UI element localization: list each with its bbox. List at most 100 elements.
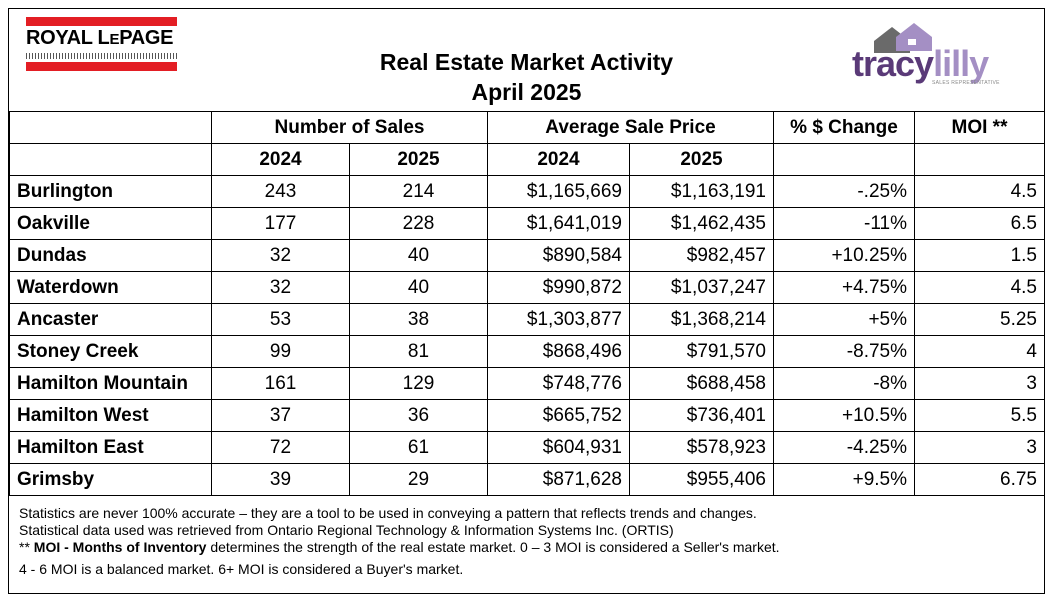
cell-price-2024: $1,641,019 [487,207,630,240]
header-price-2024: 2024 [487,143,630,176]
logo-word-tracy: tracy [852,43,934,84]
cell-sales-2024: 32 [211,271,350,304]
header-average-sale-price: Average Sale Price [487,111,774,144]
logo-subtitle: SALES REPRESENTATIVE [932,80,1000,86]
cell-sales-2024: 99 [211,335,350,368]
logo-tick-pattern [26,53,177,59]
cell-price-2025: $1,462,435 [629,207,774,240]
table-row: Hamilton East 72 61 $604,931 $578,923 -4.25% 3 [9,431,1045,464]
table-row: Stoney Creek 99 81 $868,496 $791,570 -8.75% 4 [9,335,1045,368]
report-header: ROYAL LEPAGE Real Estate Market Activity… [9,9,1044,111]
cell-price-2024: $665,752 [487,399,630,432]
cell-sales-2024: 161 [211,367,350,400]
cell-price-2025: $791,570 [629,335,774,368]
cell-percent-change: -8% [773,367,915,400]
cell-price-2025: $1,037,247 [629,271,774,304]
cell-price-2025: $736,401 [629,399,774,432]
table-row: Waterdown 32 40 $990,872 $1,037,247 +4.75% 4.5 [9,271,1045,304]
table-row: Hamilton West 37 36 $665,752 $736,401 +10.5% 5… [9,399,1045,432]
header-blank [9,143,212,176]
cell-percent-change: +5% [773,303,915,336]
cell-sales-2025: 129 [349,367,488,400]
cell-city: Dundas [9,239,212,272]
table-row: Burlington 243 214 $1,165,669 $1,163,191 -.25… [9,175,1045,208]
footnote-source: Statistical data used was retrieved from… [19,522,674,538]
cell-percent-change: -4.25% [773,431,915,464]
cell-moi: 4.5 [914,271,1045,304]
cell-moi: 5.5 [914,399,1045,432]
tracylilly-logo: tracylilly SALES REPRESENTATIVE [852,17,1022,87]
cell-city: Ancaster [9,303,212,336]
cell-price-2024: $890,584 [487,239,630,272]
cell-sales-2024: 177 [211,207,350,240]
cell-sales-2024: 243 [211,175,350,208]
cell-sales-2024: 32 [211,239,350,272]
cell-price-2025: $578,923 [629,431,774,464]
table-year-header-row: 2024 2025 2024 2025 [9,143,1045,176]
footnote-moi-term: MOI - Months of Inventory [33,539,207,555]
logo-text-a: ROYAL L [26,27,110,49]
cell-price-2025: $1,368,214 [629,303,774,336]
cell-sales-2025: 38 [349,303,488,336]
cell-percent-change: +4.75% [773,271,915,304]
cell-percent-change: -.25% [773,175,915,208]
cell-sales-2025: 228 [349,207,488,240]
logo-wordmark: ROYAL LEPAGE [26,26,177,51]
cell-price-2025: $1,163,191 [629,175,774,208]
cell-moi: 3 [914,367,1045,400]
cell-price-2024: $868,496 [487,335,630,368]
table-group-header-row: Number of Sales Average Sale Price % $ C… [9,111,1045,144]
report-title: Real Estate Market Activity [379,49,674,75]
cell-city: Hamilton West [9,399,212,432]
report-period: April 2025 [471,79,582,105]
cell-sales-2024: 37 [211,399,350,432]
cell-moi: 1.5 [914,239,1045,272]
cell-price-2024: $990,872 [487,271,630,304]
cell-price-2024: $748,776 [487,367,630,400]
header-moi: MOI ** [914,111,1045,144]
cell-sales-2024: 39 [211,463,350,496]
cell-city: Hamilton East [9,431,212,464]
cell-city: Oakville [9,207,212,240]
cell-moi: 4 [914,335,1045,368]
cell-price-2024: $1,165,669 [487,175,630,208]
cell-moi: 5.25 [914,303,1045,336]
header-number-of-sales: Number of Sales [211,111,488,144]
cell-sales-2025: 29 [349,463,488,496]
cell-sales-2025: 81 [349,335,488,368]
table-row: Grimsby 39 29 $871,628 $955,406 +9.5% 6.75 [9,463,1045,496]
table-row: Hamilton Mountain 161 129 $748,776 $688,458-… [9,367,1045,400]
footnote-moi-prefix: ** [19,539,34,555]
table-row: Dundas 32 40 $890,584 $982,457 +10.25% 1.5 [9,239,1045,272]
cell-price-2024: $871,628 [487,463,630,496]
cell-price-2025: $982,457 [629,239,774,272]
royal-lepage-logo: ROYAL LEPAGE [26,17,177,71]
logo-red-bar-bottom [26,62,177,71]
footnote-balanced: 4 - 6 MOI is a balanced market. 6+ MOI i… [19,561,464,577]
header-percent-change: % $ Change [773,111,915,144]
cell-sales-2025: 214 [349,175,488,208]
cell-city: Burlington [9,175,212,208]
cell-moi: 4.5 [914,175,1045,208]
cell-sales-2025: 40 [349,271,488,304]
cell-price-2024: $604,931 [487,431,630,464]
table-body: Burlington 243 214 $1,165,669 $1,163,191 -.25… [9,175,1045,496]
cell-sales-2025: 36 [349,399,488,432]
cell-city: Grimsby [9,463,212,496]
logo-text-c: PAGE [119,27,174,49]
cell-moi: 6.75 [914,463,1045,496]
footnotes: Statistics are never 100% accurate – the… [19,505,1039,578]
cell-percent-change: -11% [773,207,915,240]
cell-sales-2024: 53 [211,303,350,336]
header-sales-2025: 2025 [349,143,488,176]
logo-red-bar-top [26,17,177,26]
cell-sales-2024: 72 [211,431,350,464]
footnote-accuracy: Statistics are never 100% accurate – the… [19,505,757,521]
header-blank [914,143,1045,176]
cell-city: Waterdown [9,271,212,304]
cell-city: Stoney Creek [9,335,212,368]
cell-moi: 3 [914,431,1045,464]
cell-percent-change: -8.75% [773,335,915,368]
table-row: Ancaster 53 38 $1,303,877 $1,368,214 +5% 5.25 [9,303,1045,336]
logo-text-b: E [109,31,120,48]
